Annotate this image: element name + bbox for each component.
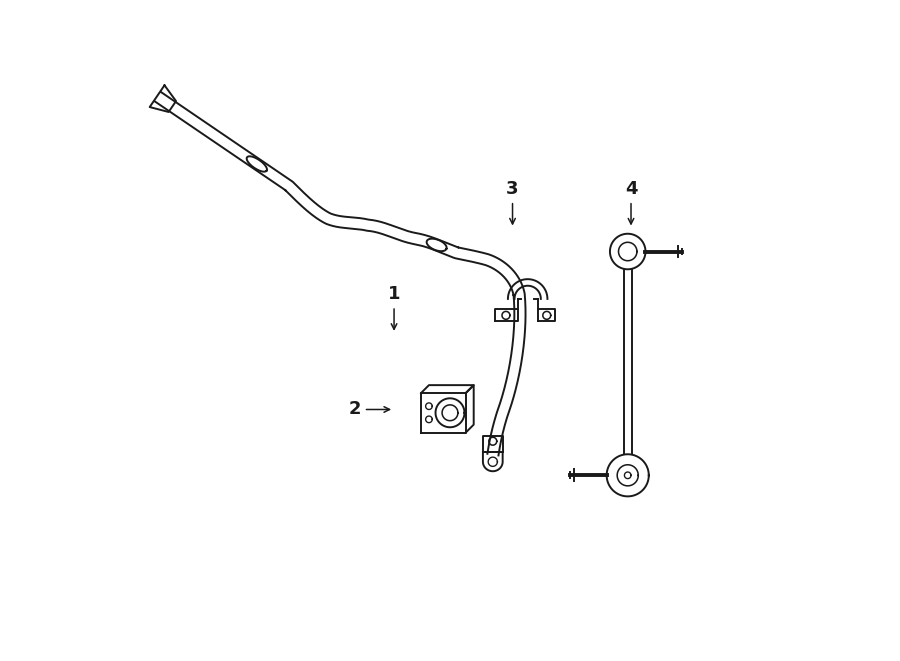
- Text: 4: 4: [625, 180, 637, 224]
- Text: 2: 2: [348, 401, 390, 418]
- Text: 1: 1: [388, 286, 400, 329]
- Text: 3: 3: [507, 180, 518, 224]
